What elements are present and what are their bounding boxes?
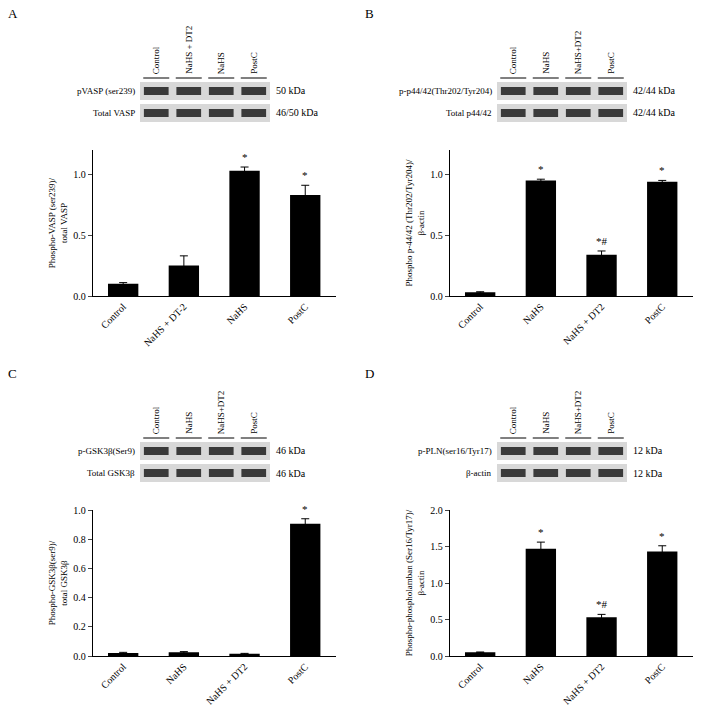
svg-text:0.0: 0.0: [73, 291, 86, 302]
svg-text:*: *: [659, 164, 665, 176]
svg-text:NaHS + DT2: NaHS + DT2: [184, 26, 194, 74]
svg-text:p-PLN(ser16/Tyr17): p-PLN(ser16/Tyr17): [418, 446, 492, 456]
svg-text:50 kDa: 50 kDa: [276, 85, 306, 96]
svg-text:*: *: [302, 503, 308, 515]
svg-text:Control: Control: [151, 46, 161, 74]
svg-text:NaHS: NaHS: [541, 52, 551, 74]
svg-text:0.0: 0.0: [430, 291, 443, 302]
svg-text:A: A: [8, 6, 18, 21]
svg-text:NaHS + DT2: NaHS + DT2: [561, 301, 607, 347]
svg-text:NaHS: NaHS: [216, 52, 226, 74]
svg-text:*: *: [302, 169, 308, 181]
svg-text:0.8: 0.8: [73, 534, 86, 545]
svg-text:0.0: 0.0: [430, 651, 443, 662]
svg-text:1.0: 1.0: [73, 505, 86, 516]
svg-text:p-p44/42(Thr202/Tyr204): p-p44/42(Thr202/Tyr204): [399, 86, 492, 96]
svg-text:NaHS: NaHS: [521, 301, 546, 326]
svg-text:46 kDa: 46 kDa: [276, 468, 306, 479]
svg-text:*: *: [242, 151, 248, 163]
svg-text:*: *: [659, 530, 665, 542]
svg-text:NaHS: NaHS: [541, 412, 551, 434]
svg-text:1.5: 1.5: [430, 541, 443, 552]
svg-text:β-actin: β-actin: [466, 468, 492, 478]
svg-text:D: D: [365, 366, 374, 381]
svg-text:*: *: [538, 526, 544, 538]
svg-text:NaHS + DT-2: NaHS + DT-2: [142, 301, 189, 348]
svg-text:Phospho-GSK3β(ser9)/total GSK3: Phospho-GSK3β(ser9)/total GSK3β: [47, 540, 69, 625]
svg-text:NaHS + DT2: NaHS + DT2: [204, 661, 250, 707]
svg-text:42/44 kDa: 42/44 kDa: [633, 107, 676, 118]
svg-text:12 kDa: 12 kDa: [633, 468, 663, 479]
svg-text:Total p44/42: Total p44/42: [446, 108, 492, 118]
svg-text:*#: *#: [596, 598, 608, 610]
svg-text:*#: *#: [596, 235, 608, 247]
svg-text:PostC: PostC: [249, 412, 259, 434]
svg-text:0.0: 0.0: [73, 651, 86, 662]
svg-text:0.4: 0.4: [73, 592, 86, 603]
svg-text:46 kDa: 46 kDa: [276, 445, 306, 456]
svg-text:Phospho-VASP (ser239)/total VA: Phospho-VASP (ser239)/total VASP: [47, 177, 69, 268]
svg-text:1.0: 1.0: [430, 169, 443, 180]
svg-text:pVASP (ser239): pVASP (ser239): [77, 86, 135, 96]
svg-text:Control: Control: [508, 46, 518, 74]
svg-text:NaHS+DT2: NaHS+DT2: [573, 31, 583, 75]
svg-text:B: B: [365, 6, 374, 21]
svg-text:*: *: [538, 163, 544, 175]
svg-text:Total GSK3β: Total GSK3β: [87, 468, 135, 478]
svg-text:Control: Control: [508, 406, 518, 434]
svg-text:0.5: 0.5: [73, 230, 86, 241]
svg-text:NaHS: NaHS: [224, 301, 249, 326]
svg-text:Phospho-phospholamban (Ser16/T: Phospho-phospholamban (Ser16/Tyr17)/β-ac…: [404, 509, 426, 656]
svg-text:0.6: 0.6: [73, 563, 86, 574]
svg-text:NaHS+DT2: NaHS+DT2: [573, 391, 583, 435]
svg-text:Total VASP: Total VASP: [93, 108, 135, 118]
svg-text:NaHS+DT2: NaHS+DT2: [216, 391, 226, 435]
svg-text:Control: Control: [456, 301, 486, 331]
svg-text:p-GSK3β(Ser9): p-GSK3β(Ser9): [78, 446, 135, 456]
svg-text:PostC: PostC: [286, 301, 311, 326]
svg-text:0.5: 0.5: [430, 230, 443, 241]
svg-text:Control: Control: [99, 661, 129, 691]
svg-text:42/44 kDa: 42/44 kDa: [633, 85, 676, 96]
svg-text:0.2: 0.2: [73, 621, 86, 632]
svg-text:C: C: [8, 366, 17, 381]
svg-text:2.0: 2.0: [430, 505, 443, 516]
svg-text:Control: Control: [99, 301, 129, 331]
svg-text:NaHS + DT2: NaHS + DT2: [561, 661, 607, 707]
svg-text:Control: Control: [151, 406, 161, 434]
svg-text:PostC: PostC: [249, 52, 259, 74]
svg-text:PostC: PostC: [643, 661, 668, 686]
svg-text:NaHS: NaHS: [164, 661, 189, 686]
svg-text:PostC: PostC: [606, 412, 616, 434]
svg-text:Phospho p-44/42 (Thr202/Tyr204: Phospho p-44/42 (Thr202/Tyr204)/β-actin: [404, 159, 426, 286]
svg-text:Control: Control: [456, 661, 486, 691]
svg-text:46/50 kDa: 46/50 kDa: [276, 107, 319, 118]
svg-text:PostC: PostC: [286, 661, 311, 686]
svg-text:0.5: 0.5: [430, 614, 443, 625]
svg-text:1.0: 1.0: [430, 578, 443, 589]
svg-text:12 kDa: 12 kDa: [633, 445, 663, 456]
svg-text:NaHS: NaHS: [184, 412, 194, 434]
svg-text:PostC: PostC: [643, 301, 668, 326]
svg-text:1.0: 1.0: [73, 169, 86, 180]
svg-text:PostC: PostC: [606, 52, 616, 74]
svg-text:NaHS: NaHS: [521, 661, 546, 686]
